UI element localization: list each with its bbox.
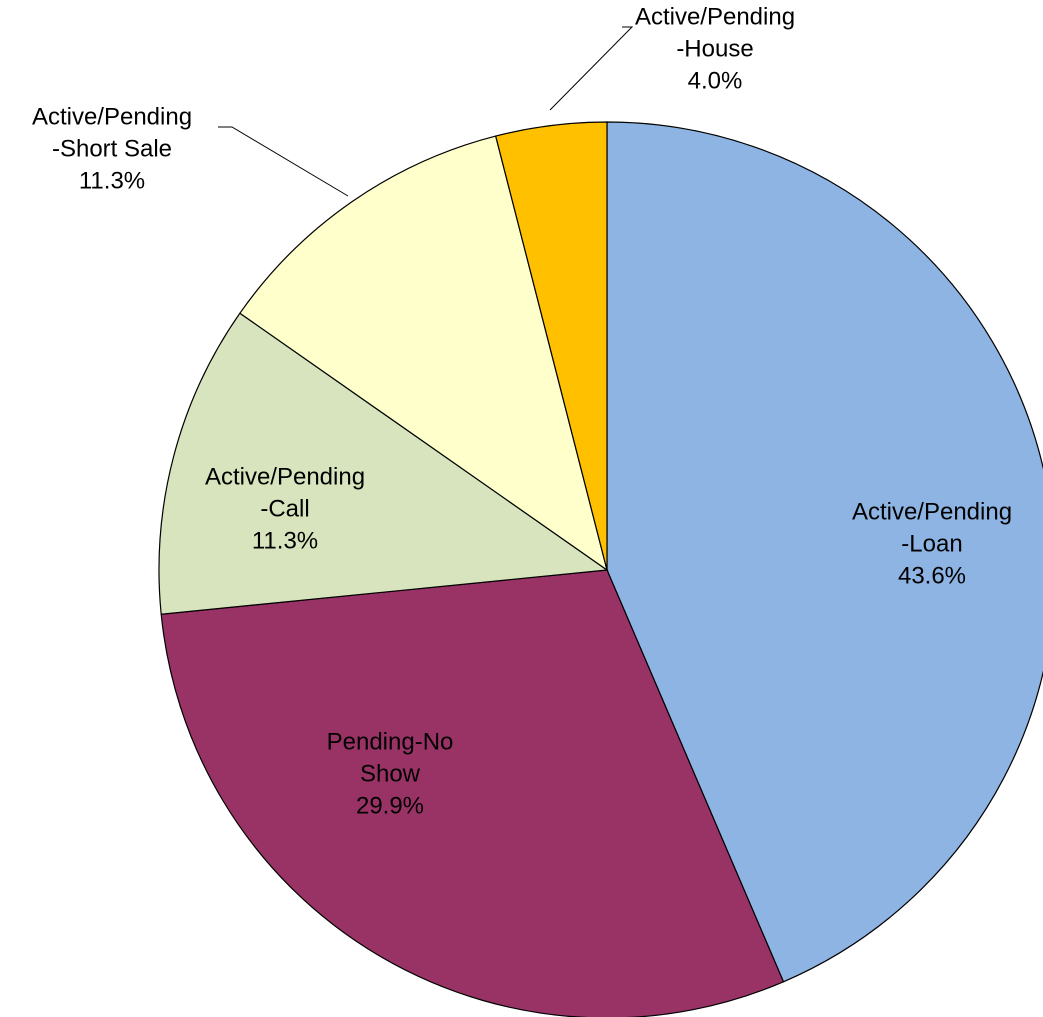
label-line: 4.0%: [688, 67, 743, 94]
pie-slice: [606, 121, 1043, 983]
label-line: -Short Sale: [52, 135, 172, 162]
data-label: Active/Pending -Short Sale 11.3%: [32, 103, 192, 194]
label-line: Active/Pending: [852, 498, 1012, 525]
label-line: 43.6%: [898, 562, 966, 589]
pie-slice: [158, 312, 609, 615]
label-line: -House: [676, 35, 753, 62]
label-line: -Loan: [901, 530, 962, 557]
label-line: Active/Pending: [32, 103, 192, 130]
data-label: Active/Pending -Call 11.3%: [205, 463, 365, 554]
data-label: Active/Pending -Loan 43.6%: [852, 498, 1012, 589]
label-line: Pending-No: [327, 728, 454, 755]
pie-slice: [494, 121, 608, 571]
label-line: Active/Pending: [205, 463, 365, 490]
pie-slice: [239, 135, 608, 572]
leader-line: [549, 26, 634, 111]
label-line: 29.9%: [356, 792, 424, 819]
data-label: Active/Pending -House 4.0%: [635, 3, 795, 94]
label-line: Active/Pending: [635, 3, 795, 30]
data-label: Pending-No Show 29.9%: [327, 728, 454, 819]
label-line: 11.3%: [252, 527, 318, 554]
label-line: -Call: [260, 495, 309, 522]
label-line: 11.3%: [79, 167, 145, 194]
label-line: Show: [360, 760, 421, 787]
pie-slice: [160, 569, 785, 1017]
leader-line: [218, 126, 349, 197]
